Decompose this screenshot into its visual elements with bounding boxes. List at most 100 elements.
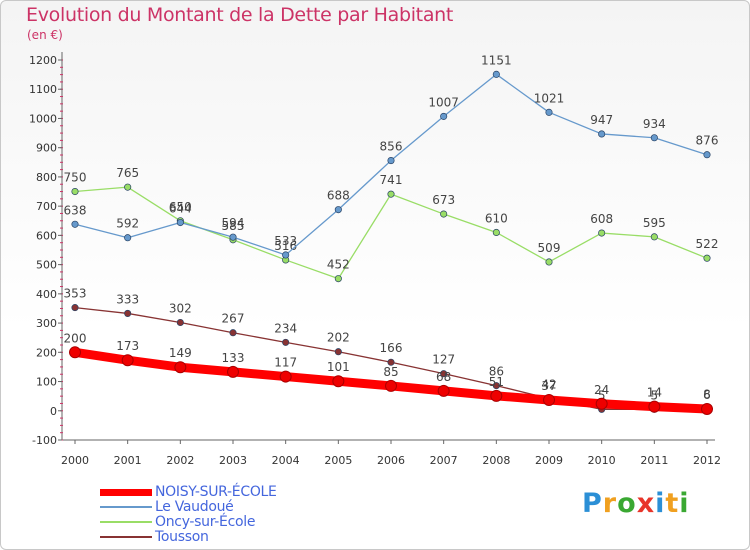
data-point [176,318,184,327]
data-label: 5 [598,388,606,402]
y-tick-label: 700 [36,200,57,213]
x-tick-label: 2002 [166,454,194,467]
data-point [229,329,237,337]
data-label: 1007 [428,95,459,109]
logo-letter: i [655,488,666,519]
data-label: 166 [380,341,403,355]
logo-letter: x [636,488,656,519]
legend-label-tousson: Tousson [155,529,209,545]
data-label: 638 [64,203,87,217]
data-point [440,370,448,378]
data-label: 688 [327,189,350,203]
data-point [174,361,187,374]
data-label: 51 [489,375,504,389]
data-label: 127 [432,353,455,367]
x-tick-label: 2003 [219,454,247,467]
data-point [334,348,342,356]
data-point [227,365,239,378]
data-label: 85 [383,365,398,379]
data-label: 117 [274,356,297,370]
data-label: 333 [116,292,139,306]
legend-swatch-tousson [100,536,152,538]
data-point [71,304,79,312]
y-tick-label: 1200 [29,54,57,67]
data-point [545,108,553,116]
data-label: 522 [696,237,719,251]
data-point [334,206,342,214]
data-label: 37 [541,379,556,393]
logo-letter: P [582,488,603,519]
logo-letter: t [665,488,680,519]
y-tick-label: 600 [36,229,57,242]
legend-label-oncy: Oncy-sur-École [155,514,256,530]
data-label: 1021 [534,91,565,105]
data-point [124,309,132,317]
proxiti-logo: Proxiti [582,488,690,519]
data-label: 6 [703,388,711,402]
data-label: 595 [643,216,666,230]
data-label: 149 [169,346,192,360]
y-tick-label: 400 [36,288,57,301]
logo-letter: o [617,488,637,519]
x-tick-label: 2005 [324,454,352,467]
data-label: 8 [703,387,711,401]
data-point [492,382,500,390]
x-tick-label: 2004 [272,454,300,467]
y-tick-label: 800 [36,171,57,184]
data-point [124,183,132,191]
y-tick-label: 1000 [29,112,57,125]
data-label: 133 [222,351,245,365]
data-label: 876 [696,134,719,148]
legend-label-noisy: NOISY-SUR-ÉCOLE [155,484,277,500]
data-label: 24 [594,383,609,397]
data-point [124,234,132,242]
data-label: 173 [116,339,139,353]
data-point [598,130,606,138]
data-point [492,228,500,237]
data-label: 452 [327,258,350,272]
data-label: 5 [651,388,659,402]
data-label: 509 [538,241,561,255]
y-tick-label: -100 [32,434,57,447]
data-label: 353 [64,287,87,301]
y-tick-label: 100 [36,376,57,389]
x-tick-label: 2001 [114,454,142,467]
legend-swatch-oncy [100,521,152,523]
data-label: 68 [436,370,451,384]
x-tick-label: 2006 [377,454,405,467]
data-label: 533 [274,234,297,248]
data-point [543,393,555,406]
data-label: 86 [489,365,504,379]
data-label: 741 [380,173,403,187]
data-point [387,358,395,366]
data-point [650,233,658,241]
y-tick-label: 900 [36,142,57,155]
logo-letter: i [679,488,690,519]
data-point [334,275,342,283]
data-point [279,370,292,383]
data-point [387,190,395,198]
data-label: 765 [116,166,139,180]
y-tick-label: 0 [50,405,57,418]
chart-title: Evolution du Montant de la Dette par Hab… [26,4,454,26]
y-tick-label: 200 [36,346,57,359]
data-point [545,258,553,266]
data-point [492,70,500,78]
data-label: 14 [647,386,662,400]
data-label: 101 [327,360,350,374]
data-point [71,187,79,196]
data-label: 234 [274,321,297,335]
data-label: 610 [485,211,508,225]
data-point [595,397,608,410]
data-label: 594 [222,216,245,230]
data-point [701,403,713,416]
data-label: 750 [64,171,87,185]
x-tick-label: 2009 [535,454,563,467]
x-tick-label: 2010 [588,454,616,467]
data-label: 644 [169,202,192,216]
data-label: 608 [590,212,613,226]
x-tick-label: 2000 [61,454,89,467]
x-tick-label: 2008 [482,454,510,467]
data-point [387,157,395,165]
